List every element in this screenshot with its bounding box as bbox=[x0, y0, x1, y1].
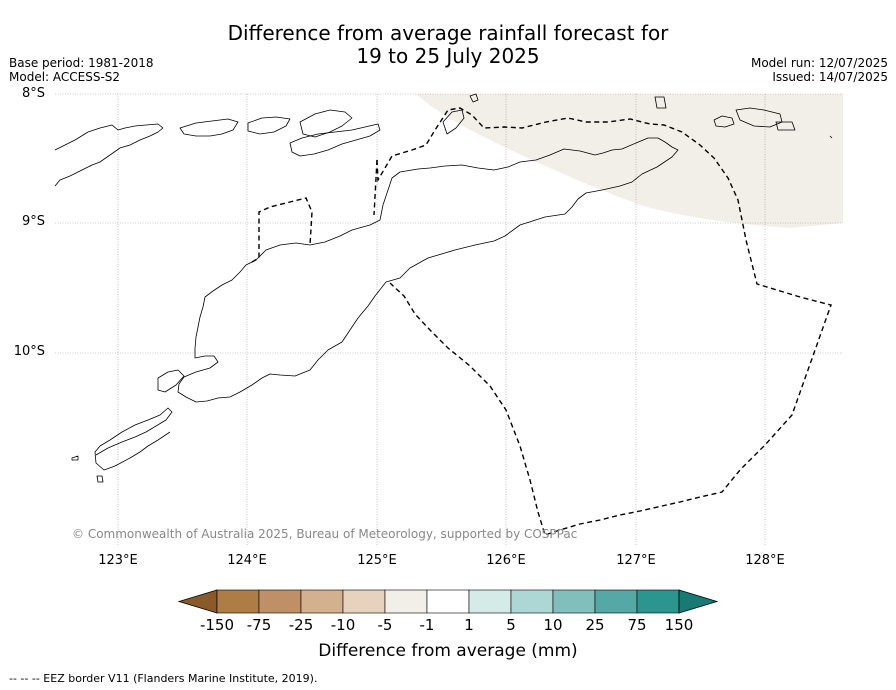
lon-label-128e: 128°E bbox=[745, 553, 785, 568]
island-ne-6 bbox=[469, 93, 479, 103]
colorbar-tick-label: 25 bbox=[585, 616, 605, 634]
eez-border-east bbox=[376, 107, 832, 536]
colorbar-tick-label: -5 bbox=[377, 616, 393, 634]
lat-label-10s: 10°S bbox=[13, 344, 45, 359]
issued-text: Issued: 14/07/2025 bbox=[772, 70, 888, 84]
alor-coastline-2 bbox=[179, 118, 239, 137]
island-ne-4 bbox=[775, 121, 796, 131]
colorbar-tick-label: 10 bbox=[543, 616, 563, 634]
chart-title-line2: 19 to 25 July 2025 bbox=[356, 44, 540, 68]
alor-coastline-3 bbox=[247, 116, 291, 135]
island-dot bbox=[829, 135, 833, 139]
lon-label-124e: 124°E bbox=[227, 553, 267, 568]
colorbar-tick-label: -75 bbox=[246, 616, 272, 634]
island-small-1 bbox=[71, 455, 79, 461]
colorbar-tick-label: 1 bbox=[464, 616, 474, 634]
coastlines bbox=[54, 93, 833, 483]
colorbar-tick-label: -150 bbox=[199, 616, 235, 634]
island-ne-1 bbox=[654, 96, 667, 109]
lon-label-125e: 125°E bbox=[357, 553, 397, 568]
wetar-coastline bbox=[289, 123, 381, 157]
colorbar-title: Difference from average (mm) bbox=[318, 641, 578, 661]
eez-border-west bbox=[251, 197, 313, 263]
base-period-text: Base period: 1981-2018 bbox=[9, 56, 154, 70]
island-small-2 bbox=[96, 475, 104, 483]
chart-title-line1: Difference from average rainfall forecas… bbox=[227, 21, 669, 45]
colorbar-tick-label: -10 bbox=[330, 616, 356, 634]
copyright-text: © Commonwealth of Australia 2025, Bureau… bbox=[72, 527, 578, 541]
timor-coastline bbox=[177, 137, 679, 403]
island-ne-2 bbox=[713, 115, 735, 128]
model-run-text: Model run: 12/07/2025 bbox=[750, 56, 888, 70]
alor-coastline-4 bbox=[299, 109, 353, 138]
colorbar-tick-label: -25 bbox=[288, 616, 314, 634]
eez-footnote: -- -- -- EEZ border V11 (Flanders Marine… bbox=[9, 672, 318, 685]
eez-borders bbox=[251, 107, 832, 536]
colorbar-tick-label: -1 bbox=[419, 616, 435, 634]
colorbar-tick-label: 75 bbox=[627, 616, 647, 634]
island-savu bbox=[94, 407, 173, 471]
lon-label-127e: 127°E bbox=[616, 553, 656, 568]
lon-label-123e: 123°E bbox=[98, 553, 138, 568]
lon-label-126e: 126°E bbox=[486, 553, 526, 568]
model-text: Model: ACCESS-S2 bbox=[9, 70, 121, 84]
island-rote bbox=[157, 369, 185, 393]
lat-label-9s: 9°S bbox=[21, 214, 45, 229]
alor-coastline bbox=[54, 123, 164, 187]
colorbar-tick-label: 150 bbox=[664, 616, 694, 634]
colorbar-tick-label: 5 bbox=[506, 616, 516, 634]
island-ne-5 bbox=[442, 109, 465, 135]
eez-border-mid bbox=[373, 159, 378, 216]
lat-label-8s: 8°S bbox=[21, 86, 45, 101]
